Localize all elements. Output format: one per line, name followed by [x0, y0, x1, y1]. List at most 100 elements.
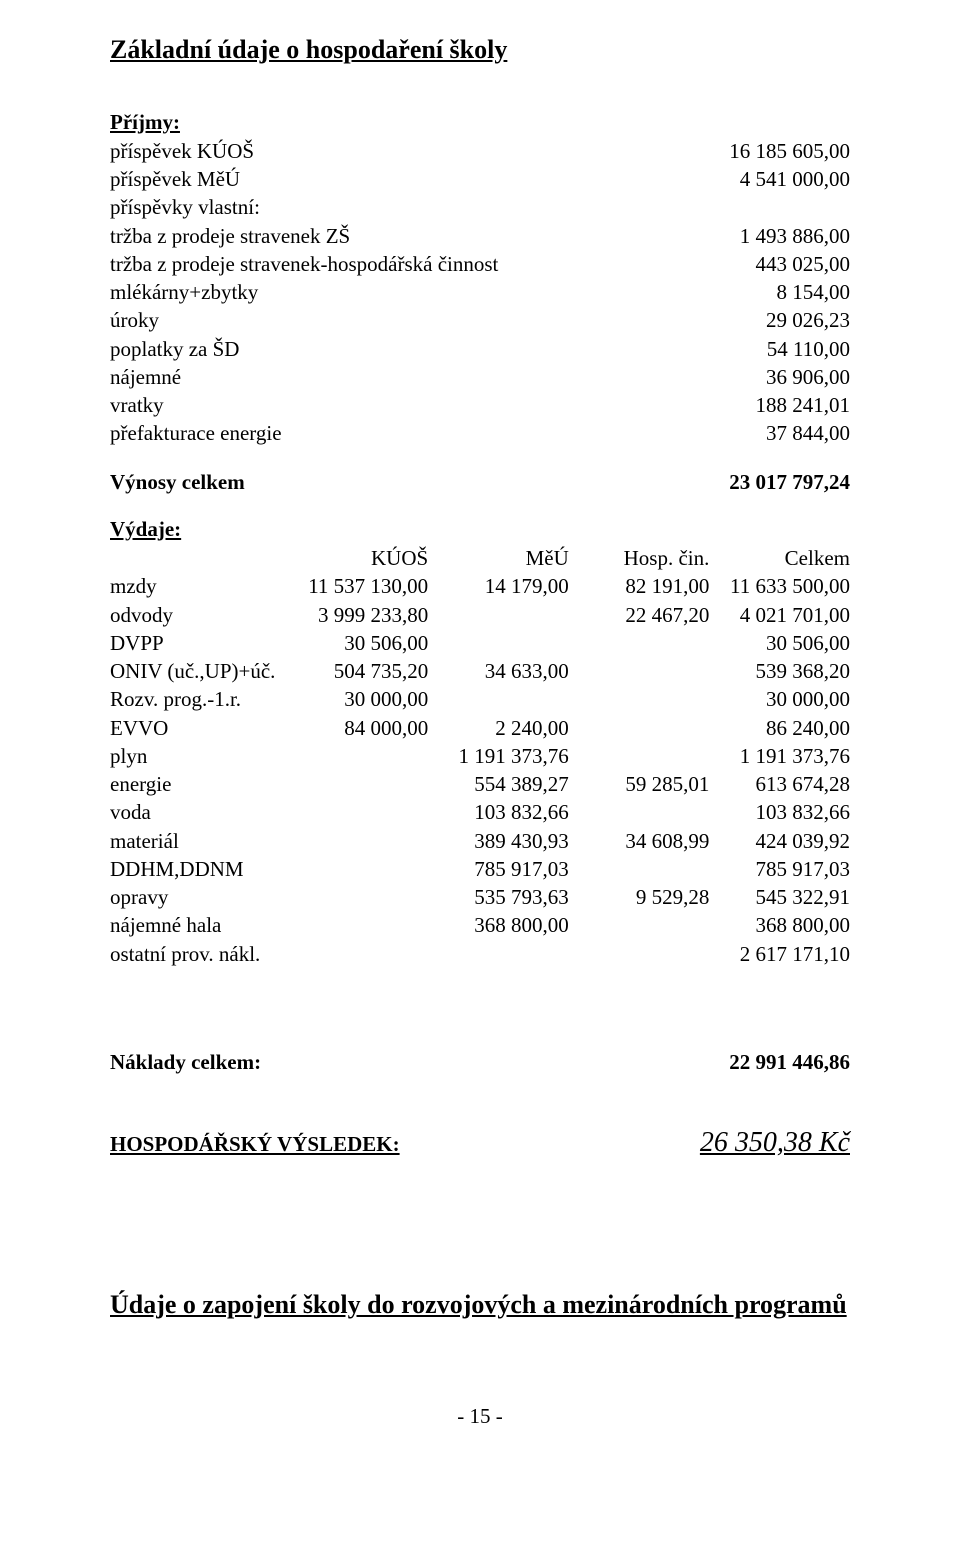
expenses-row-label: materiál — [110, 827, 288, 855]
income-row: úroky29 026,23 — [110, 306, 850, 334]
document-page: Základní údaje o hospodaření školy Příjm… — [0, 0, 960, 1541]
section-title-bottom: Údaje o zapojení školy do rozvojových a … — [110, 1289, 850, 1322]
expenses-row: EVVO84 000,002 240,0086 240,00 — [110, 714, 850, 742]
income-row-value: 36 906,00 — [643, 363, 850, 391]
expenses-row-value: 785 917,03 — [709, 855, 850, 883]
expenses-row-value — [569, 940, 710, 968]
income-total-label: Výnosy celkem — [110, 468, 643, 496]
expenses-row-value: 82 191,00 — [569, 572, 710, 600]
expenses-row-value: 103 832,66 — [428, 798, 569, 826]
expenses-header-cell: Hosp. čin. — [569, 544, 710, 572]
expenses-row-label: nájemné hala — [110, 911, 288, 939]
page-number: - 15 - — [110, 1403, 850, 1429]
expenses-row-value: 554 389,27 — [428, 770, 569, 798]
income-row-value: 4 541 000,00 — [643, 165, 850, 193]
expenses-row-value: 1 191 373,76 — [709, 742, 850, 770]
expenses-row-value: 1 191 373,76 — [428, 742, 569, 770]
expenses-row-value — [288, 940, 429, 968]
expenses-header-row: KÚOŠMěÚHosp. čin.Celkem — [110, 544, 850, 572]
expenses-row-value — [569, 742, 710, 770]
expenses-row: mzdy11 537 130,0014 179,0082 191,0011 63… — [110, 572, 850, 600]
expenses-row-value: 389 430,93 — [428, 827, 569, 855]
expenses-row-value — [288, 911, 429, 939]
expenses-row-label: voda — [110, 798, 288, 826]
result-label: HOSPODÁŘSKÝ VÝSLEDEK: — [110, 1124, 554, 1161]
expenses-row-value: 14 179,00 — [428, 572, 569, 600]
expenses-row-label: mzdy — [110, 572, 288, 600]
costs-total-value: 22 991 446,86 — [643, 1048, 850, 1076]
income-row: mlékárny+zbytky8 154,00 — [110, 278, 850, 306]
expenses-row: odvody3 999 233,8022 467,204 021 701,00 — [110, 601, 850, 629]
expenses-row-value: 613 674,28 — [709, 770, 850, 798]
income-row: přefakturace energie37 844,00 — [110, 419, 850, 447]
income-row-label: tržba z prodeje stravenek-hospodářská či… — [110, 250, 643, 278]
income-row: tržba z prodeje stravenek ZŠ1 493 886,00 — [110, 222, 850, 250]
expenses-row-value: 11 633 500,00 — [709, 572, 850, 600]
income-table: příspěvek KÚOŠ16 185 605,00příspěvek MěÚ… — [110, 137, 850, 448]
income-row-value: 54 110,00 — [643, 335, 850, 363]
expenses-row-value — [288, 855, 429, 883]
expenses-row: nájemné hala368 800,00368 800,00 — [110, 911, 850, 939]
income-heading: Příjmy: — [110, 109, 850, 135]
expenses-row-value — [569, 798, 710, 826]
income-row: příspěvek KÚOŠ16 185 605,00 — [110, 137, 850, 165]
expenses-row: DDHM,DDNM785 917,03785 917,03 — [110, 855, 850, 883]
expenses-row-value: 30 000,00 — [288, 685, 429, 713]
expenses-row-value — [288, 742, 429, 770]
income-row-value: 188 241,01 — [643, 391, 850, 419]
expenses-row: energie 554 389,2759 285,01613 674,28 — [110, 770, 850, 798]
expenses-row: DVPP30 506,0030 506,00 — [110, 629, 850, 657]
expenses-row-value — [569, 714, 710, 742]
expenses-row-label: ostatní prov. nákl. — [110, 940, 288, 968]
expenses-row-value: 9 529,28 — [569, 883, 710, 911]
expenses-row-value — [569, 911, 710, 939]
income-row-label: příspěvky vlastní: — [110, 193, 643, 221]
income-row: tržba z prodeje stravenek-hospodářská či… — [110, 250, 850, 278]
expenses-row-value — [428, 601, 569, 629]
income-row-label: přefakturace energie — [110, 419, 643, 447]
expenses-header-cell — [110, 544, 288, 572]
expenses-row-value: 2 617 171,10 — [709, 940, 850, 968]
expenses-row-value: 59 285,01 — [569, 770, 710, 798]
expenses-row-value — [288, 798, 429, 826]
page-title: Základní údaje o hospodaření školy — [110, 34, 850, 67]
expenses-row-value — [569, 629, 710, 657]
income-row: poplatky za ŠD54 110,00 — [110, 335, 850, 363]
expenses-row-value: 30 506,00 — [709, 629, 850, 657]
income-row-label: příspěvek MěÚ — [110, 165, 643, 193]
expenses-row-value: 34 633,00 — [428, 657, 569, 685]
expenses-row-label: odvody — [110, 601, 288, 629]
expenses-row-value: 545 322,91 — [709, 883, 850, 911]
expenses-row-label: energie — [110, 770, 288, 798]
expenses-header-cell: KÚOŠ — [288, 544, 429, 572]
expenses-row-value — [428, 629, 569, 657]
income-row-value: 29 026,23 — [643, 306, 850, 334]
expenses-row-value — [288, 883, 429, 911]
expenses-row-value: 22 467,20 — [569, 601, 710, 629]
income-row-label: mlékárny+zbytky — [110, 278, 643, 306]
expenses-row-value — [288, 770, 429, 798]
expenses-row-value: 368 800,00 — [428, 911, 569, 939]
expenses-row: ostatní prov. nákl. 2 617 171,10 — [110, 940, 850, 968]
income-row-label: vratky — [110, 391, 643, 419]
income-row-label: poplatky za ŠD — [110, 335, 643, 363]
income-row: vratky188 241,01 — [110, 391, 850, 419]
expenses-row-value: 30 000,00 — [709, 685, 850, 713]
result-value: 26 350,38 Kč — [700, 1127, 850, 1158]
result-row: HOSPODÁŘSKÝ VÝSLEDEK: 26 350,38 Kč — [110, 1124, 850, 1161]
income-row: příspěvek MěÚ4 541 000,00 — [110, 165, 850, 193]
expenses-row-value: 504 735,20 — [288, 657, 429, 685]
income-row-value: 8 154,00 — [643, 278, 850, 306]
expenses-row: ONIV (uč.,UP)+úč.504 735,2034 633,00539 … — [110, 657, 850, 685]
income-row-value — [643, 193, 850, 221]
expenses-row-value: 3 999 233,80 — [288, 601, 429, 629]
income-row-value: 16 185 605,00 — [643, 137, 850, 165]
expenses-row-value — [428, 685, 569, 713]
income-row: příspěvky vlastní: — [110, 193, 850, 221]
expenses-row: materiál389 430,9334 608,99424 039,92 — [110, 827, 850, 855]
income-row-value: 1 493 886,00 — [643, 222, 850, 250]
expenses-row-label: Rozv. prog.-1.r. — [110, 685, 288, 713]
expenses-row-label: plyn — [110, 742, 288, 770]
expenses-row-value: 11 537 130,00 — [288, 572, 429, 600]
expenses-row-value: 103 832,66 — [709, 798, 850, 826]
